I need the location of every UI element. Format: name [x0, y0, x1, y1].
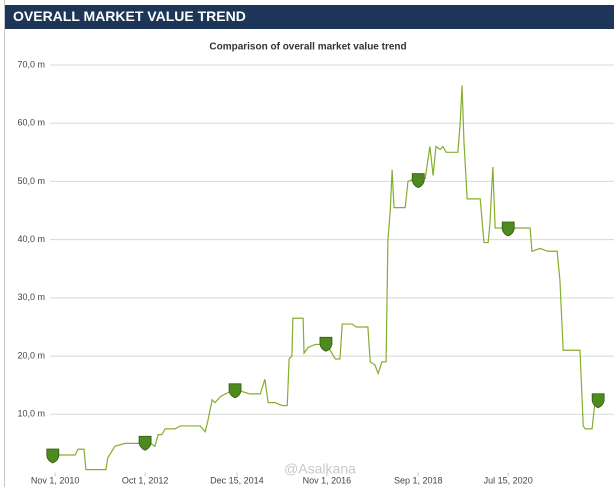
- x-tick-label: Nov 1, 2010: [31, 475, 80, 485]
- y-tick-label: 20,0 m: [17, 350, 45, 360]
- y-tick-label: 10,0 m: [17, 409, 45, 419]
- club-marker: [319, 336, 333, 352]
- x-tick-label: Nov 1, 2016: [303, 475, 352, 485]
- value-line: [52, 85, 599, 471]
- header-title: OVERALL MARKET VALUE TREND: [13, 8, 246, 24]
- x-tick-label: Dec 15, 2014: [210, 475, 264, 485]
- y-tick-label: 40,0 m: [17, 234, 45, 244]
- club-marker: [46, 448, 60, 464]
- chart-title: Comparison of overall market value trend: [209, 42, 406, 53]
- x-tick-label: Oct 1, 2012: [122, 475, 169, 485]
- club-marker: [591, 393, 605, 409]
- y-tick-label: 50,0 m: [17, 176, 45, 186]
- x-tick-label: Jul 15, 2020: [484, 475, 533, 485]
- y-tick-label: 70,0 m: [17, 59, 45, 69]
- header-bar: [5, 5, 614, 29]
- y-tick-label: 30,0 m: [17, 292, 45, 302]
- watermark: @Asalkana: [284, 461, 356, 477]
- club-marker: [228, 383, 242, 399]
- x-tick-label: Sep 1, 2018: [394, 475, 443, 485]
- club-marker: [138, 435, 152, 451]
- y-tick-label: 60,0 m: [17, 118, 45, 128]
- club-marker: [501, 221, 515, 237]
- club-marker: [411, 173, 425, 189]
